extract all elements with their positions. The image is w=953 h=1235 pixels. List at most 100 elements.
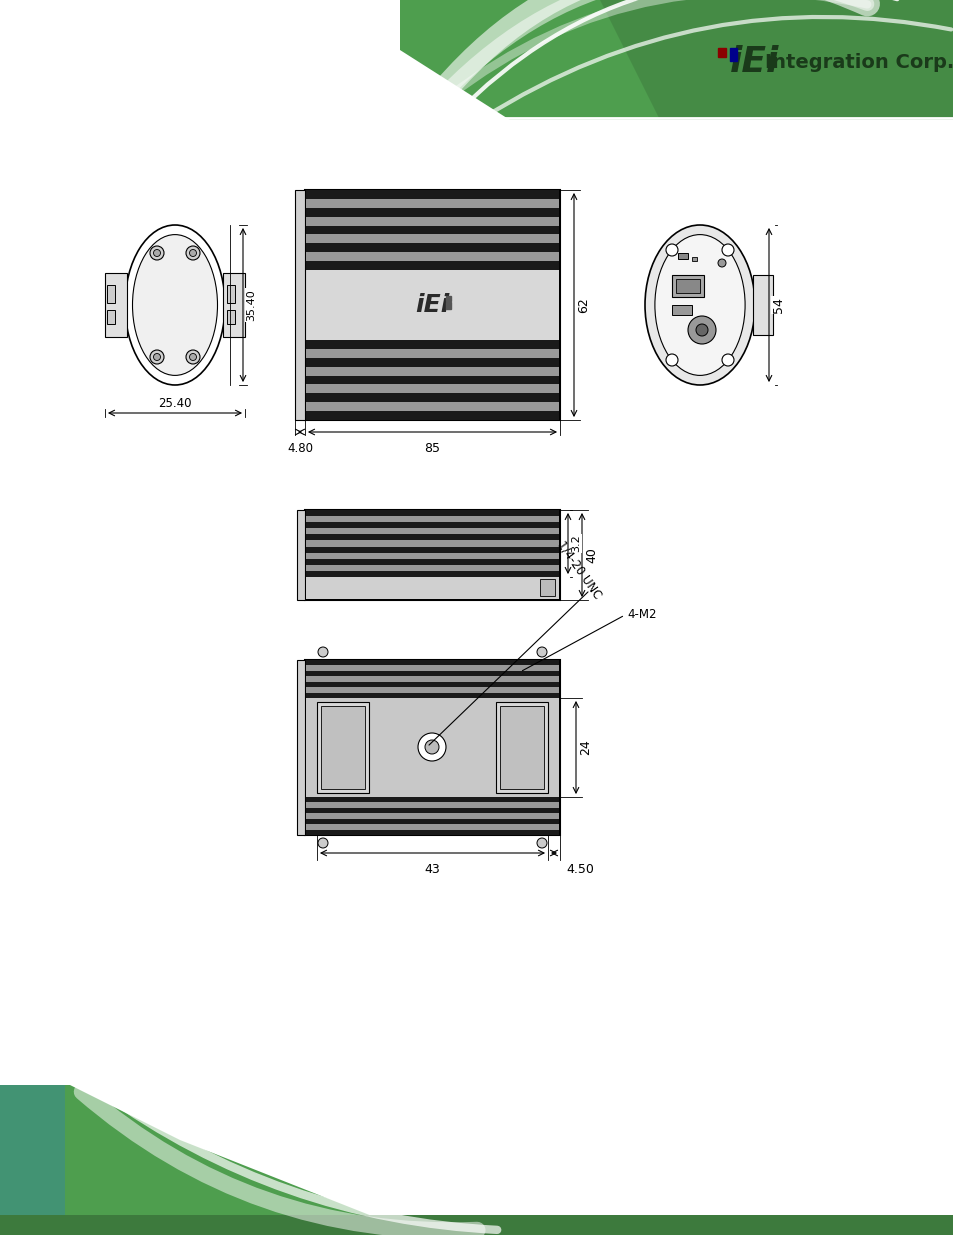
Bar	[306, 340, 558, 350]
Circle shape	[718, 259, 725, 267]
Text: 3.2: 3.2	[571, 535, 580, 552]
Bar	[671, 275, 703, 296]
Bar	[306, 270, 558, 340]
FancyArrowPatch shape	[482, 17, 950, 119]
Bar	[306, 552, 558, 558]
Text: 40: 40	[584, 547, 598, 563]
Bar	[729, 48, 737, 61]
Bar	[306, 207, 558, 216]
Bar	[227, 285, 234, 303]
Bar	[306, 190, 558, 199]
Circle shape	[665, 354, 678, 366]
Text: 24: 24	[578, 740, 592, 756]
Bar	[316, 701, 369, 793]
Bar	[306, 529, 558, 535]
Bar	[306, 558, 558, 564]
Bar	[306, 803, 558, 808]
Bar	[306, 216, 558, 226]
FancyArrowPatch shape	[102, 1092, 497, 1230]
Circle shape	[153, 249, 160, 257]
Text: 62: 62	[577, 298, 589, 312]
Ellipse shape	[132, 235, 217, 375]
Bar	[306, 687, 558, 693]
Text: 35.40: 35.40	[246, 289, 255, 321]
Bar	[306, 403, 558, 411]
Bar	[306, 261, 558, 270]
Bar	[223, 273, 245, 337]
Ellipse shape	[654, 235, 744, 375]
Bar	[306, 682, 558, 687]
Bar	[306, 808, 558, 814]
Bar	[107, 285, 115, 303]
Bar	[306, 252, 558, 261]
FancyArrowPatch shape	[421, 0, 866, 119]
Ellipse shape	[125, 225, 225, 385]
Circle shape	[186, 246, 200, 261]
Bar	[306, 698, 558, 797]
Bar	[306, 375, 558, 384]
Circle shape	[721, 245, 733, 256]
Circle shape	[190, 353, 196, 361]
FancyArrowPatch shape	[421, 0, 866, 117]
Circle shape	[150, 350, 164, 364]
Bar	[539, 579, 555, 597]
Bar	[306, 666, 558, 671]
Bar	[306, 522, 558, 529]
Circle shape	[537, 839, 546, 848]
Bar	[671, 305, 691, 315]
Circle shape	[417, 734, 446, 761]
Text: iEi: iEi	[415, 293, 449, 317]
Bar	[107, 310, 115, 324]
Polygon shape	[599, 0, 953, 120]
Circle shape	[186, 350, 200, 364]
Bar	[306, 564, 558, 571]
Bar	[306, 235, 558, 243]
Bar	[227, 310, 234, 324]
Bar	[306, 677, 558, 682]
Bar	[306, 516, 558, 522]
Text: 1/4-20 UNC: 1/4-20 UNC	[555, 538, 604, 601]
Circle shape	[153, 353, 160, 361]
Bar	[306, 814, 558, 819]
Bar	[296, 659, 305, 835]
Bar	[305, 190, 559, 420]
Circle shape	[317, 647, 328, 657]
Bar	[306, 510, 558, 516]
Circle shape	[317, 839, 328, 848]
Text: iEi: iEi	[730, 44, 779, 79]
Bar	[496, 701, 547, 793]
Text: 25.40: 25.40	[158, 396, 192, 410]
Bar	[306, 243, 558, 252]
FancyArrowPatch shape	[452, 0, 897, 119]
Bar	[718, 48, 725, 57]
Polygon shape	[0, 1215, 953, 1235]
Bar	[306, 824, 558, 830]
Bar	[306, 671, 558, 677]
Ellipse shape	[644, 225, 754, 385]
Bar	[306, 367, 558, 375]
Text: 43: 43	[424, 863, 439, 876]
Bar	[306, 535, 558, 541]
Circle shape	[537, 647, 546, 657]
Text: 54: 54	[771, 298, 784, 312]
Bar	[320, 706, 365, 789]
Polygon shape	[0, 1086, 65, 1235]
Text: 85: 85	[423, 442, 439, 454]
Bar	[306, 819, 558, 824]
Bar	[691, 257, 697, 261]
Bar	[305, 510, 559, 600]
Bar	[446, 303, 451, 309]
Text: 4.50: 4.50	[565, 863, 594, 876]
Circle shape	[190, 249, 196, 257]
Bar	[678, 253, 687, 259]
Bar	[306, 830, 558, 835]
Bar	[306, 226, 558, 235]
Bar	[306, 797, 558, 803]
Polygon shape	[399, 0, 953, 120]
FancyArrowPatch shape	[82, 1092, 476, 1230]
Bar	[306, 693, 558, 698]
Bar	[752, 275, 772, 335]
Bar	[446, 296, 451, 301]
Bar	[306, 547, 558, 552]
Bar	[294, 190, 305, 420]
